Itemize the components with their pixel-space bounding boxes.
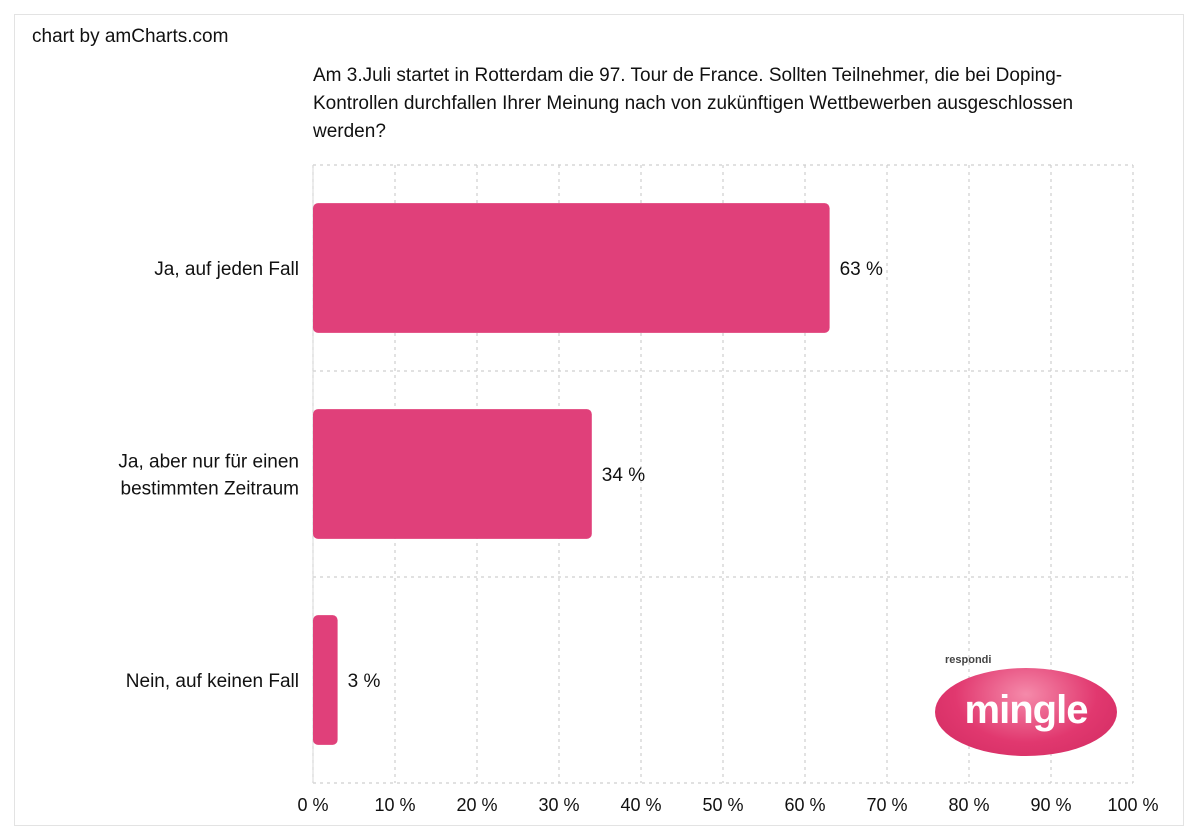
value-label-1: 63 %	[840, 259, 883, 280]
category-label-1: Ja, auf jeden Fall	[154, 259, 299, 280]
x-tick-label-20: 20 %	[456, 795, 497, 815]
category-label-line: Ja, auf jeden Fall	[154, 259, 299, 280]
category-label-line: Ja, aber nur für einen	[118, 452, 299, 473]
value-label-3: 3 %	[348, 671, 381, 692]
logo-mingle-text: mingle	[964, 688, 1089, 732]
logo-respondi-text: respondi	[945, 654, 992, 666]
category-label-3: Nein, auf keinen Fall	[126, 671, 299, 692]
category-label-line: bestimmten Zeitraum	[121, 479, 299, 500]
x-tick-label-100: 100 %	[1107, 795, 1158, 815]
x-tick-label-40: 40 %	[620, 795, 661, 815]
x-tick-label-90: 90 %	[1030, 795, 1071, 815]
chart-title: Am 3.Juli startet in Rotterdam die 97. T…	[313, 65, 1074, 142]
category-label-line: Nein, auf keinen Fall	[126, 671, 299, 692]
x-tick-label-10: 10 %	[374, 795, 415, 815]
x-tick-label-60: 60 %	[784, 795, 825, 815]
x-tick-label-80: 80 %	[948, 795, 989, 815]
x-tick-label-50: 50 %	[702, 795, 743, 815]
category-label-2: Ja, aber nur für einen bestimmten Zeitrau…	[118, 452, 299, 500]
value-label-2: 34 %	[602, 465, 645, 486]
bar-2	[313, 409, 592, 539]
bar-1	[313, 203, 830, 333]
x-tick-label-70: 70 %	[866, 795, 907, 815]
x-tick-label-30: 30 %	[538, 795, 579, 815]
mingle-logo	[935, 668, 1117, 756]
chart-credit: chart by amCharts.com	[32, 26, 229, 47]
bar-3	[313, 615, 338, 745]
x-tick-label-0: 0 %	[297, 795, 328, 815]
